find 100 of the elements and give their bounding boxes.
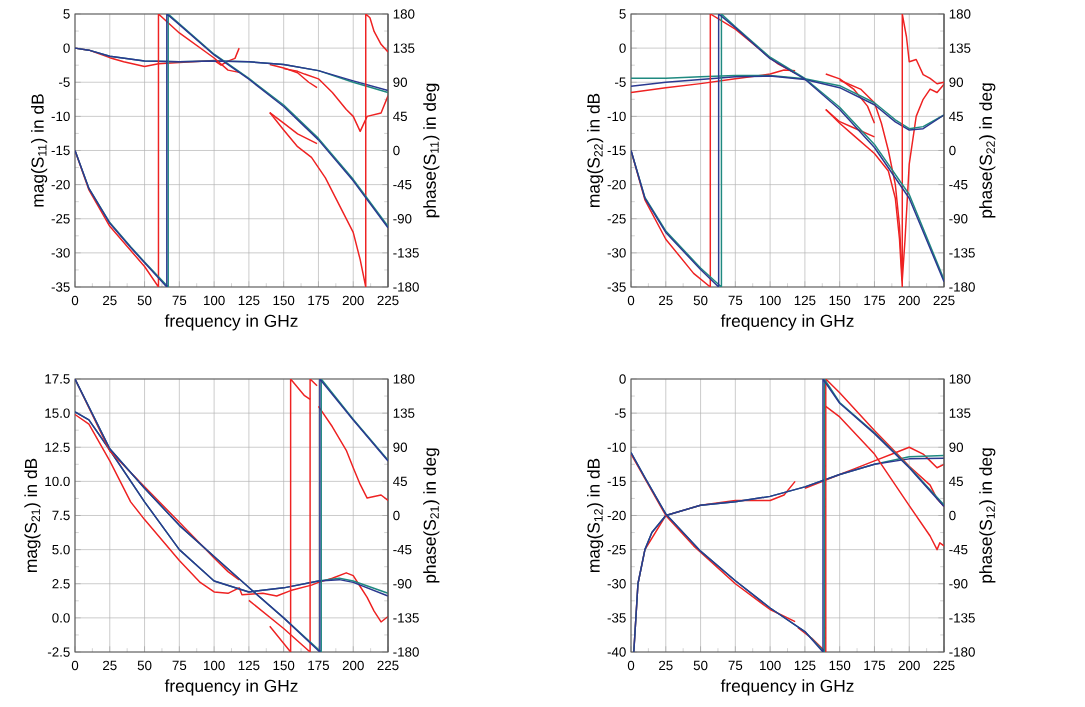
y-tick-label: -15 xyxy=(607,145,626,156)
y-axis-title: mag(S$_{11}$) in dB xyxy=(31,94,48,207)
y2-tick-label: 180 xyxy=(393,374,415,384)
y-tick-label: 5.0 xyxy=(52,544,70,555)
y2-tick-label: 45 xyxy=(949,111,963,122)
y2-tick-label: -90 xyxy=(393,214,412,224)
y2-tick-label: -90 xyxy=(393,579,412,589)
x-tick-label: 150 xyxy=(273,660,295,671)
y2-tick-label: 0 xyxy=(393,145,400,156)
y2-tick-label: 0 xyxy=(949,145,956,156)
y2-axis-title: phase(S$_{22}$) in deg xyxy=(979,83,996,218)
x-tick-label: 125 xyxy=(238,660,260,671)
y2-tick-label: 45 xyxy=(393,111,407,122)
y2-tick-label: 90 xyxy=(393,77,408,87)
y2-tick-label: -45 xyxy=(949,544,968,555)
y-tick-label: 7.5 xyxy=(52,510,70,521)
y2-tick-label: 180 xyxy=(393,9,415,19)
x-axis-title: frequency in GHz xyxy=(164,679,298,696)
x-tick-label: 50 xyxy=(693,660,708,671)
y-tick-label: -25 xyxy=(607,214,626,224)
x-tick-label: 175 xyxy=(864,295,886,306)
x-tick-label: 0 xyxy=(627,295,635,306)
x-tick-label: 150 xyxy=(829,660,851,671)
y2-tick-label: -180 xyxy=(393,282,419,292)
y-tick-label: -25 xyxy=(51,214,70,224)
y-tick-label: -35 xyxy=(607,282,626,292)
y2-tick-label: 135 xyxy=(393,408,415,418)
y-tick-label: -30 xyxy=(51,248,70,258)
x-tick-label: 50 xyxy=(137,660,152,671)
y2-tick-label: -90 xyxy=(949,214,968,224)
y2-tick-label: 0 xyxy=(393,510,400,521)
y2-tick-label: 135 xyxy=(949,408,971,418)
x-tick-label: 25 xyxy=(103,295,117,306)
x-tick-label: 225 xyxy=(377,295,399,306)
x-tick-label: 100 xyxy=(760,660,781,671)
x-tick-label: 225 xyxy=(377,660,399,671)
y2-tick-label: -45 xyxy=(393,544,412,555)
y2-tick-label: -45 xyxy=(393,179,412,190)
y-tick-label: -20 xyxy=(51,179,70,190)
x-tick-label: 175 xyxy=(308,660,330,671)
y-axis-title: mag(S$_{21}$) in dB xyxy=(24,458,41,572)
x-tick-label: 200 xyxy=(898,660,920,671)
x-tick-label: 50 xyxy=(137,295,152,306)
y-tick-label: -10 xyxy=(607,111,626,122)
y-tick-label: 5 xyxy=(619,9,626,19)
x-tick-label: 75 xyxy=(172,295,187,306)
x-tick-label: 25 xyxy=(659,660,673,671)
x-tick-label: 100 xyxy=(204,660,225,671)
x-tick-label: 0 xyxy=(71,295,79,306)
y2-tick-label: 135 xyxy=(949,43,971,53)
y2-tick-label: 180 xyxy=(949,374,971,384)
y2-tick-label: -180 xyxy=(949,282,975,292)
x-tick-label: 200 xyxy=(898,295,920,306)
y2-tick-label: 90 xyxy=(949,77,964,87)
y2-axis-title: phase(S$_{21}$) in deg xyxy=(423,448,440,583)
x-tick-label: 150 xyxy=(829,295,851,306)
y-tick-label: -15 xyxy=(51,145,70,156)
y2-tick-label: 0 xyxy=(949,510,956,521)
x-tick-label: 225 xyxy=(933,660,955,671)
x-tick-label: 100 xyxy=(760,295,781,306)
y-tick-label: 12.5 xyxy=(45,442,70,452)
x-tick-label: 200 xyxy=(342,295,364,306)
y-tick-label: 0 xyxy=(63,43,70,53)
y-tick-label: 2.5 xyxy=(52,579,70,589)
x-axis-title: frequency in GHz xyxy=(720,679,854,696)
x-tick-label: 150 xyxy=(273,295,295,306)
y-tick-label: -10 xyxy=(51,111,70,122)
y-tick-label: -5 xyxy=(59,77,70,87)
y-tick-label: -15 xyxy=(607,476,626,487)
x-tick-label: 100 xyxy=(204,295,225,306)
y2-tick-label: 90 xyxy=(949,442,964,452)
x-axis-title: frequency in GHz xyxy=(720,314,854,331)
y2-tick-label: 45 xyxy=(949,476,963,487)
x-tick-label: 25 xyxy=(103,660,117,671)
y2-tick-label: -90 xyxy=(949,579,968,589)
x-tick-label: 125 xyxy=(794,660,816,671)
y-tick-label: -35 xyxy=(607,613,626,623)
x-tick-label: 175 xyxy=(308,295,330,306)
y2-tick-label: -135 xyxy=(949,613,975,623)
y-tick-label: 10.0 xyxy=(45,476,70,487)
y2-axis-title: phase(S$_{11}$) in deg xyxy=(423,83,440,218)
y2-tick-label: 135 xyxy=(393,43,415,53)
y-tick-label: 15.0 xyxy=(45,408,70,418)
y-tick-label: -5 xyxy=(615,408,626,418)
x-tick-label: 125 xyxy=(794,295,816,306)
y2-tick-label: 90 xyxy=(393,442,408,452)
y2-tick-label: -45 xyxy=(949,179,968,190)
y-tick-label: 0 xyxy=(619,43,626,53)
y2-tick-label: 180 xyxy=(949,9,971,19)
y-tick-label: 0.0 xyxy=(52,613,70,623)
y-tick-label: -10 xyxy=(607,442,626,452)
y-tick-label: -35 xyxy=(51,282,70,292)
y-tick-label: -2.5 xyxy=(47,647,70,657)
y2-tick-label: -135 xyxy=(393,248,419,258)
y-tick-label: 17.5 xyxy=(45,374,70,384)
y-tick-label: 0 xyxy=(619,374,626,384)
y-tick-label: -25 xyxy=(607,544,626,555)
y2-tick-label: -180 xyxy=(949,647,975,657)
x-tick-label: 0 xyxy=(71,660,79,671)
x-tick-label: 25 xyxy=(659,295,673,306)
